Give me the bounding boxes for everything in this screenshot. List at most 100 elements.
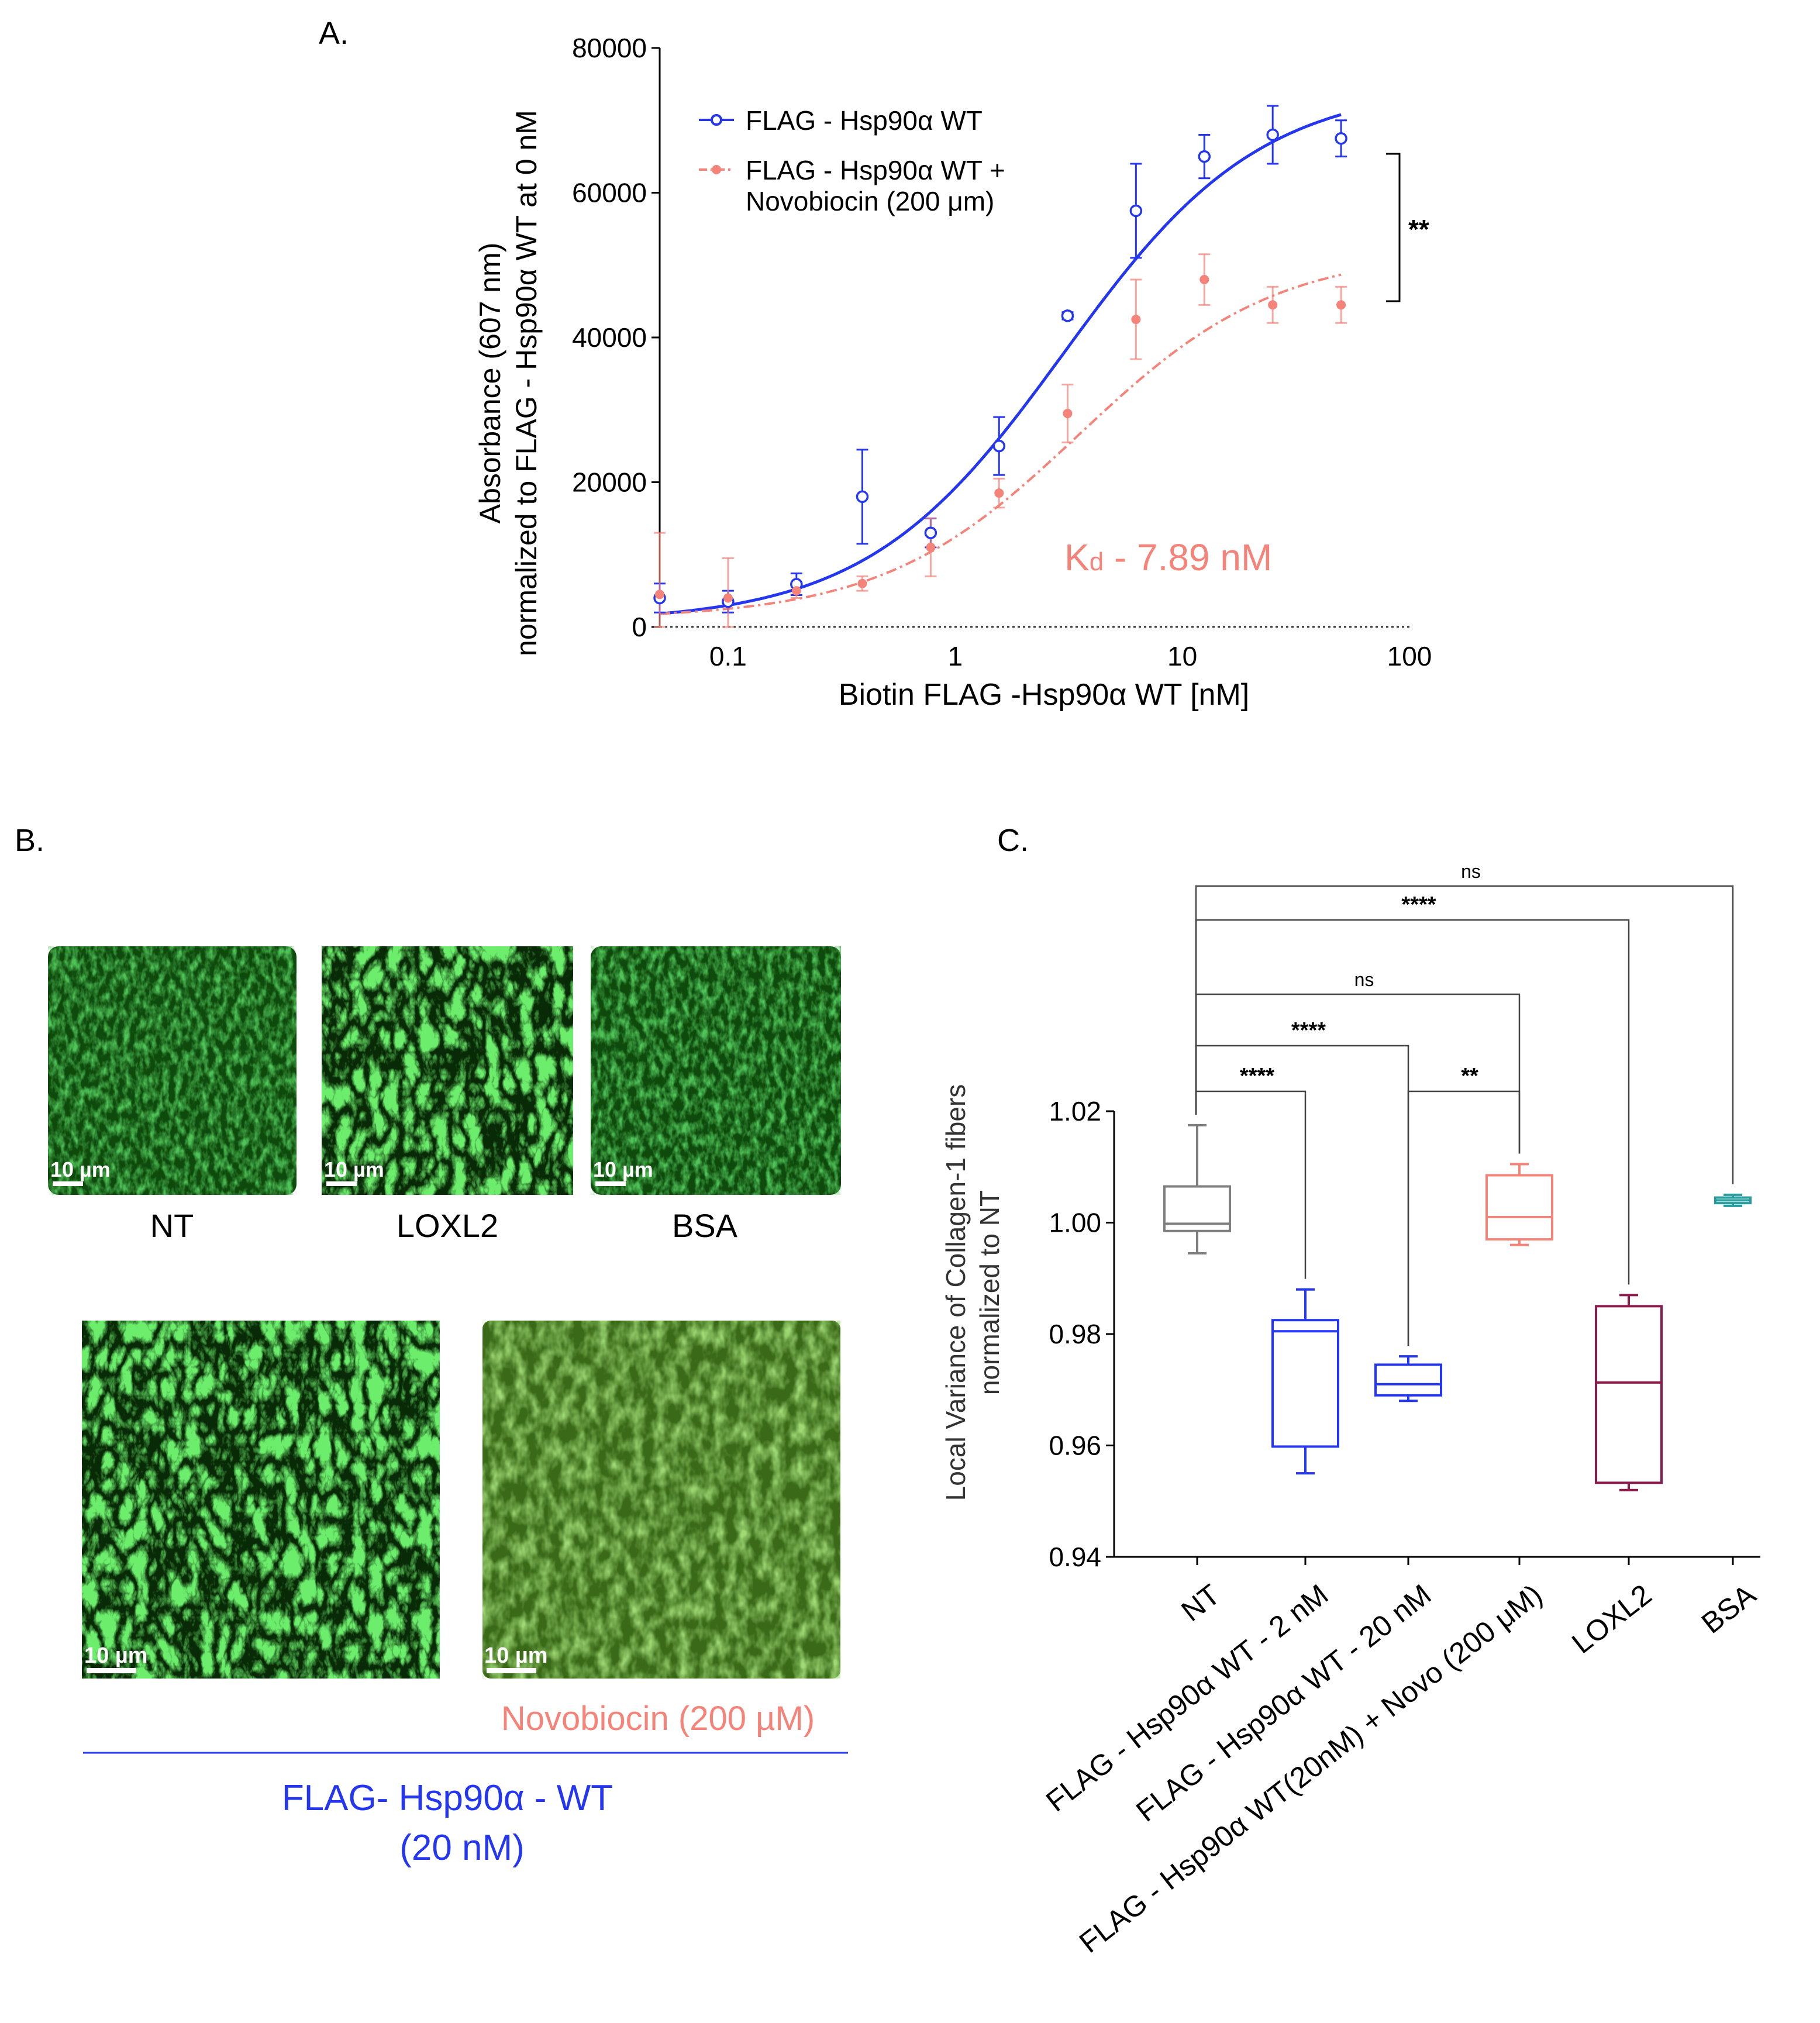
c-y-tick-label: 0.94 [1049,1542,1101,1572]
c-tick-labels: 0.94 0.96 0.98 1.00 1.02 [1049,1096,1101,1572]
c-box-2 [1374,1355,1442,1402]
scale-bar [53,1181,83,1186]
c-bracket-label: ns [1354,969,1374,990]
a-point-novo [994,488,1004,498]
a-point-novo [1268,300,1278,310]
a-x-tick-label: 0.1 [709,641,747,671]
c-comparison-bracket: **** [1195,892,1630,1285]
scale-bar-label: 10 µm [50,1157,111,1181]
a-point-wt [856,490,869,503]
a-point-novo [926,542,936,552]
c-y-tick-label: 1.02 [1049,1096,1101,1126]
scale-bar [595,1181,626,1186]
a-point-wt [1129,204,1143,218]
scale-bar [487,1668,536,1673]
c-box-rect [1163,1185,1231,1232]
micrograph-bsa: 10 µm [591,946,841,1195]
a-y-axis-label-line2: normalized to FLAG - Hsp90α WT at 0 nM [510,110,543,656]
micrograph-label-loxl2: LOXL2 [397,1207,498,1244]
c-y-tick-label: 0.96 [1049,1431,1101,1461]
c-y-axis-label-line1: Local Variance of Collagen-1 fibers [940,1084,971,1501]
a-significance-label: ** [1408,214,1429,244]
a-point-novo [791,586,801,596]
c-comparison-bracket: ** [1407,1064,1521,1346]
micrograph-label-bsa: BSA [672,1207,738,1244]
binding-curve-chart: 0 20000 40000 60000 80000 0.1 1 10 100 Biotin FL… [474,33,1432,712]
a-kd-annotation: Kd - 7.89 nM [1064,536,1272,578]
panel-label-c: C. [997,823,1029,858]
scale-bar-label: 10 µm [593,1157,653,1181]
c-y-tick-label: 1.00 [1049,1208,1101,1238]
a-point-wt [992,439,1006,453]
c-box-1 [1271,1288,1339,1475]
c-y-axis-label-line2: normalized to NT [974,1190,1005,1395]
c-comparison-bracket: ns [1195,861,1734,1184]
a-point-wt [1198,150,1211,163]
micrograph-nt: 10 µm [48,946,297,1195]
c-axes [1106,1110,1760,1565]
c-box-0 [1163,1123,1231,1255]
micrograph-hsp90-wt: 10 µm [82,1321,440,1679]
a-error-bar [722,557,734,628]
a-error-bar [654,532,666,628]
micrograph-label-nt: NT [150,1207,194,1244]
a-y-tick-label: 0 [632,612,647,642]
c-boxes [1163,1123,1752,1491]
a-point-novo [857,578,867,588]
scale-bar [87,1668,136,1673]
c-bracket-label: ns [1461,861,1481,882]
a-y-tick-label: 20000 [572,467,647,498]
a-point-wt [1335,132,1347,145]
a-fit-curves [659,113,1342,615]
c-comparison-bracket: **** [1195,1018,1409,1346]
micrograph-loxl2: 10 µm [322,946,573,1195]
a-x-axis-label: Biotin FLAG -Hsp90α WT [nM] [839,678,1249,712]
scale-bar-label: 10 µm [484,1643,548,1668]
a-point-wt [1266,128,1279,142]
legend-swatch-novo [699,165,734,174]
c-category-label: BSA [1695,1578,1762,1640]
scale-bar [326,1181,357,1186]
panel-label-a: A. [319,16,349,51]
a-point-wt [1061,309,1074,322]
a-data-points [653,128,1347,608]
a-fit-curve-0 [659,113,1342,615]
a-y-tick-label: 40000 [572,322,647,353]
a-significance-bracket [1386,153,1401,302]
a-point-novo [655,590,664,599]
micrograph-hsp90-novo: 10 µm [482,1321,840,1679]
c-box-3 [1485,1163,1553,1246]
a-x-tick-label: 1 [947,641,963,671]
legend-swatch-wt [699,114,734,126]
c-bracket-label: **** [1291,1018,1326,1043]
a-point-novo [1199,275,1209,284]
a-y-tick-label: 60000 [572,178,647,208]
c-box-5 [1714,1193,1752,1207]
c-comparison-bracket: **** [1195,1064,1307,1279]
a-fit-curve-1 [659,273,1342,615]
c-bracket-line [1195,919,1630,1285]
c-bracket-line [1195,885,1734,1184]
a-legend: FLAG - Hsp90α WT FLAG - Hsp90α WT + Novo… [699,105,1005,216]
a-x-tick-label: 100 [1387,641,1432,671]
c-box-rect [1485,1174,1553,1241]
a-y-tick-label: 80000 [572,33,647,63]
c-significance-brackets: ns****ns******** ** [1195,861,1734,1346]
a-y-axis-label-line1: Absorbance (607 nm) [474,243,506,524]
legend-label-novo-line2: Novobiocin (200 μm) [746,186,994,216]
panel-label-b: B. [15,823,44,858]
group-label-line2: (20 nM) [399,1828,525,1868]
c-box-rect [1595,1305,1663,1484]
c-category-label: LOXL2 [1566,1578,1657,1660]
legend-label-novo-line1: FLAG - Hsp90α WT + [746,155,1005,185]
group-label-line1: FLAG- Hsp90α - WT [282,1778,613,1818]
c-box-rect [1271,1319,1339,1448]
a-point-novo [1063,408,1073,418]
c-bracket-label: ** [1461,1064,1478,1088]
a-point-novo [1131,315,1141,325]
c-category-label: FLAG - Hsp90α WT(20nM) + Novo (200 μM) [1073,1578,1548,1959]
c-y-tick-label: 0.98 [1049,1319,1101,1349]
legend-label-wt: FLAG - Hsp90α WT [746,105,983,136]
